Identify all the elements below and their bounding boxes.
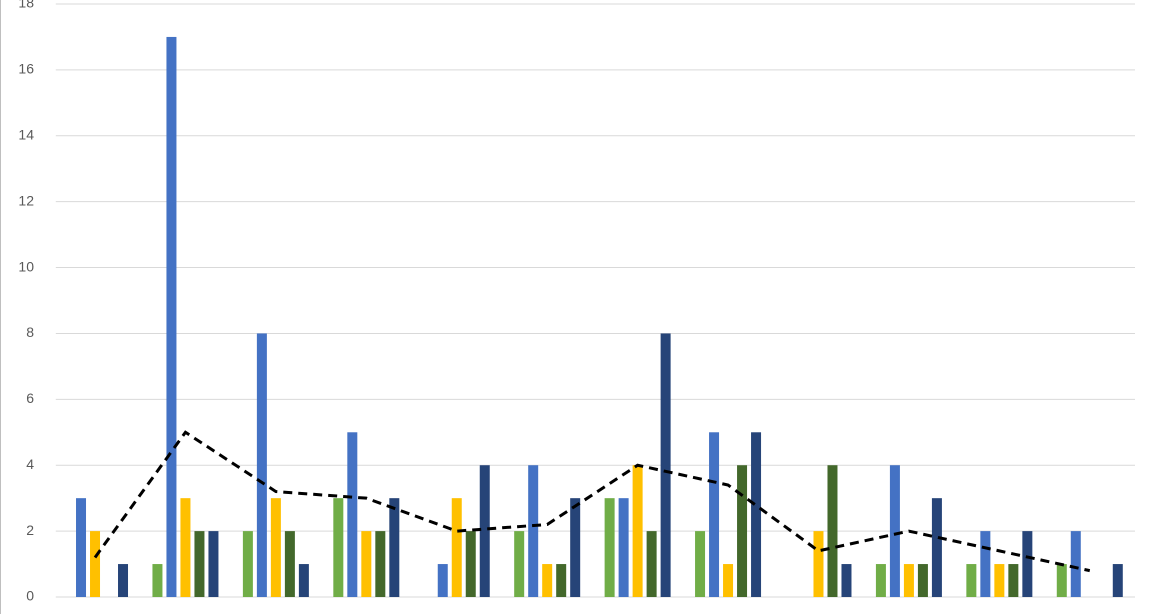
bar xyxy=(903,564,914,597)
bar xyxy=(737,465,748,597)
bar xyxy=(256,333,267,597)
bar xyxy=(604,498,615,597)
y-tick-label: 2 xyxy=(26,522,34,538)
y-tick-label: 12 xyxy=(18,192,34,208)
bar xyxy=(298,564,309,597)
bar xyxy=(556,564,567,597)
bar xyxy=(1056,564,1067,597)
bar xyxy=(514,531,525,597)
bar xyxy=(284,531,295,597)
bar xyxy=(333,498,344,597)
bar xyxy=(180,498,191,597)
bar xyxy=(723,564,734,597)
bar xyxy=(166,36,177,597)
bar xyxy=(451,498,462,597)
bar xyxy=(347,432,358,597)
bar xyxy=(1070,531,1081,597)
bar xyxy=(660,333,671,597)
y-tick-label: 0 xyxy=(26,588,34,604)
bar xyxy=(917,564,928,597)
bar xyxy=(646,531,657,597)
y-tick-label: 6 xyxy=(26,390,34,406)
bar xyxy=(875,564,886,597)
bar xyxy=(889,465,900,597)
bar xyxy=(1112,564,1123,597)
line-series xyxy=(93,430,1091,573)
bar xyxy=(118,564,129,597)
bar xyxy=(994,564,1005,597)
bar xyxy=(90,531,101,597)
bar xyxy=(361,531,372,597)
bar xyxy=(570,498,581,597)
bar xyxy=(242,531,253,597)
bar xyxy=(980,531,991,597)
bar xyxy=(479,465,490,597)
y-tick-label: 10 xyxy=(18,258,34,274)
bar xyxy=(465,531,476,597)
bar xyxy=(389,498,400,597)
bar xyxy=(375,531,386,597)
bar xyxy=(152,564,163,597)
y-tick-label: 8 xyxy=(26,324,34,340)
y-tick-label: 14 xyxy=(18,126,34,142)
bar xyxy=(827,465,838,597)
bar xyxy=(194,531,205,597)
bar xyxy=(813,531,824,597)
bar xyxy=(208,531,219,597)
bar xyxy=(618,498,629,597)
y-tick-label: 16 xyxy=(18,61,34,77)
y-tick-label: 18 xyxy=(18,0,34,11)
bar xyxy=(1022,531,1033,597)
bar xyxy=(751,432,762,597)
bar xyxy=(966,564,977,597)
y-tick-label: 4 xyxy=(26,456,34,472)
bar xyxy=(437,564,448,597)
bar xyxy=(695,531,706,597)
bar xyxy=(841,564,852,597)
bar xyxy=(270,498,281,597)
bar xyxy=(542,564,553,597)
bar xyxy=(1008,564,1019,597)
bar xyxy=(632,465,643,597)
bar xyxy=(76,498,87,597)
bar xyxy=(528,465,539,597)
bar xyxy=(709,432,720,597)
bar xyxy=(931,498,942,597)
